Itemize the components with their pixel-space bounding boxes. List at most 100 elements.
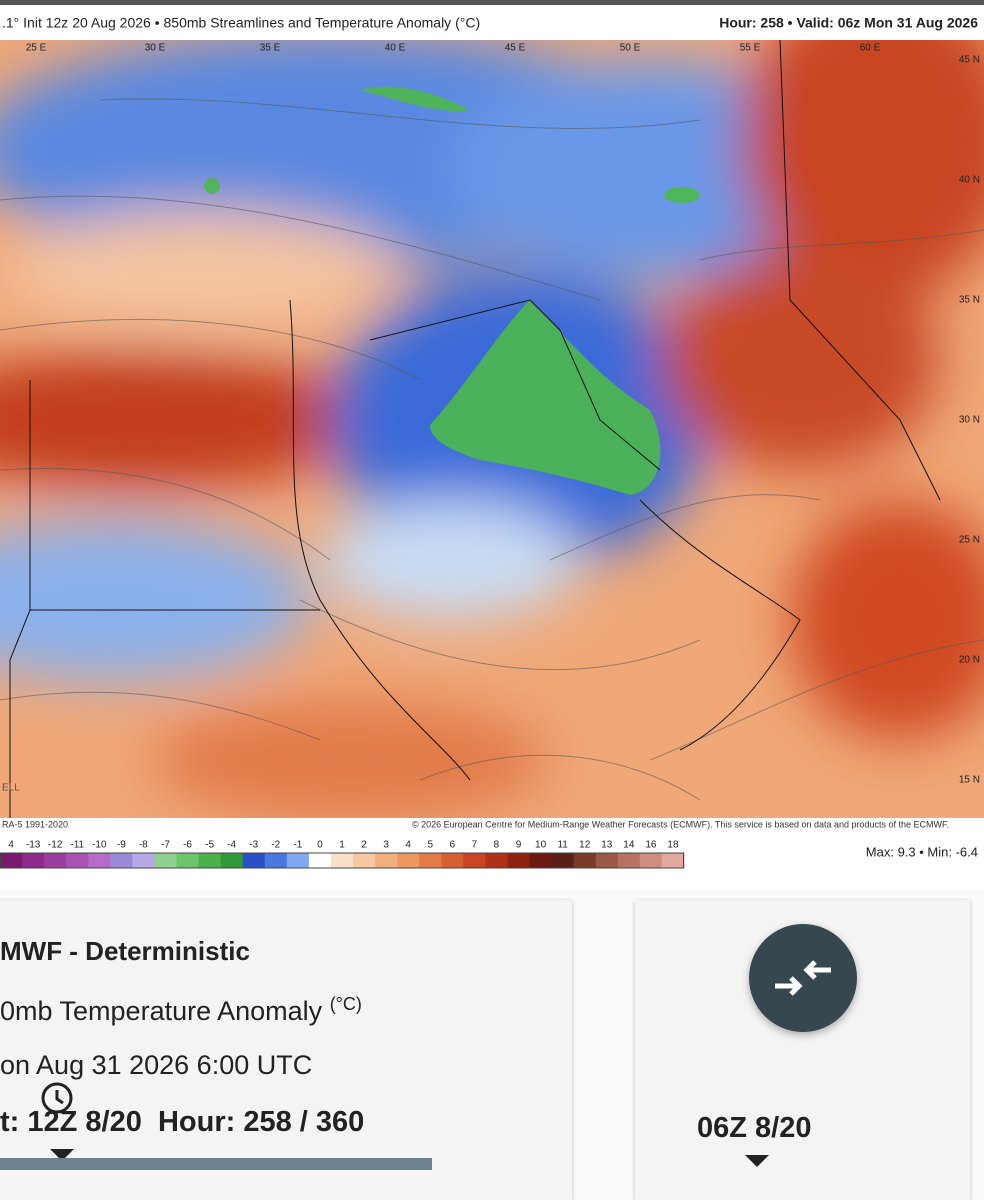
map-panel: .1° Init 12z 20 Aug 2026 • 850mb Streaml…	[0, 0, 984, 869]
colorbar-label: 8	[494, 840, 500, 851]
product: 0mb Temperature Anomaly (°C)	[0, 994, 362, 1027]
colorbar-swatch	[264, 853, 288, 868]
colorbar-swatch	[242, 853, 266, 868]
colorbar-swatch	[661, 853, 685, 868]
colorbar-label: -2	[271, 840, 280, 851]
colorbar-label: -13	[26, 840, 41, 851]
colorbar-swatch	[220, 853, 244, 868]
colorbar-label: 18	[667, 840, 679, 851]
colorbar-label: 12	[579, 840, 591, 851]
lon-label: 60 E	[860, 43, 881, 54]
lon-label: 35 E	[260, 43, 281, 54]
lat-label: 20 N	[959, 655, 980, 666]
info-card: MWF - Deterministic 0mb Temperature Anom…	[0, 900, 572, 1200]
colorbar-label: -1	[293, 840, 302, 851]
colorbar-label: -3	[249, 840, 258, 851]
map	[0, 40, 984, 818]
lat-label: 15 N	[959, 775, 980, 786]
colorbar-swatch	[441, 853, 464, 868]
lon-label: 30 E	[145, 43, 166, 54]
run: t: 12Z 8/20 Hour: 258 / 360	[0, 1106, 365, 1138]
colorbar-label: 7	[472, 840, 478, 851]
colorbar-label: 10	[535, 840, 547, 851]
lon-label: 45 E	[505, 43, 526, 54]
colorbar-swatch	[375, 853, 398, 868]
valid-time: on Aug 31 2026 6:00 UTC	[0, 1050, 313, 1080]
colorbar-label: 14	[623, 840, 635, 851]
lon-label: 25 E	[26, 43, 47, 54]
colorbar-swatch	[463, 853, 486, 868]
model-name: MWF - Deterministic	[0, 936, 250, 966]
dropdown-arrow[interactable]	[743, 1150, 773, 1170]
lat-label: 25 N	[959, 535, 980, 546]
colorbar-label: 16	[645, 840, 657, 851]
colorbar-swatch	[551, 853, 575, 868]
colorbar-swatch	[308, 853, 332, 868]
lon-label: 55 E	[740, 43, 761, 54]
colorbar-label: -8	[139, 840, 148, 851]
colorbar-label: -12	[48, 840, 63, 851]
colorbar-label: -4	[227, 840, 236, 851]
colorbar-swatch	[485, 853, 508, 868]
colorbar-swatch	[397, 853, 420, 868]
copyright: © 2026 European Centre for Medium-Range …	[412, 819, 949, 829]
unit: (°C)	[329, 994, 362, 1014]
compare-run: 06Z 8/20	[697, 1112, 812, 1144]
lon-label: 40 E	[385, 43, 406, 54]
colorbar-swatch	[419, 853, 442, 868]
colorbar-label: 2	[361, 840, 367, 851]
colorbar-swatch	[507, 853, 531, 868]
colorbar-swatch	[66, 853, 89, 868]
colorbar-swatch	[617, 853, 641, 868]
colorbar-swatch	[88, 853, 111, 868]
colorbar-swatch	[22, 853, 45, 868]
lat-label: 30 N	[959, 415, 980, 426]
colorbar-swatch	[330, 853, 354, 868]
clock-icon[interactable]	[40, 1081, 74, 1115]
progress-bar	[0, 1158, 432, 1170]
header-right: Hour: 258 • Valid: 06z Mon 31 Aug 2026	[719, 15, 978, 31]
lat-label: 35 N	[959, 295, 980, 306]
colorbar-label: 9	[516, 840, 522, 851]
colorbar-label: -9	[117, 840, 126, 851]
dropdown-arrow[interactable]	[48, 1144, 78, 1164]
colorbar-swatch	[639, 853, 663, 868]
colorbar-swatch	[198, 853, 222, 868]
lat-label: 40 N	[959, 175, 980, 186]
header-left: .1° Init 12z 20 Aug 2026 • 850mb Streaml…	[2, 15, 480, 31]
colorbar-label: -5	[205, 840, 214, 851]
colorbar-label: -6	[183, 840, 192, 851]
colorbar-label: 3	[383, 840, 389, 851]
top-bar	[0, 0, 984, 5]
colorbar-swatch	[154, 853, 178, 868]
colorbar-swatch	[44, 853, 67, 868]
compare-card: 06Z 8/20	[635, 900, 970, 1200]
colorbar-swatch	[595, 853, 619, 868]
colorbar-swatch	[353, 853, 376, 868]
compare-button[interactable]	[747, 922, 859, 1034]
colorbar-label: 13	[601, 840, 613, 851]
colorbar-label: 6	[450, 840, 456, 851]
colorbar-label: 4	[8, 840, 14, 851]
compare-run-row[interactable]: 06Z 8/20	[697, 1112, 811, 1178]
climatology: RA-5 1991-2020	[2, 819, 68, 829]
colorbar-label: -7	[161, 840, 170, 851]
colorbar-swatch	[0, 853, 23, 868]
colorbar-label: 5	[427, 840, 433, 851]
colorbar-label: 0	[317, 840, 323, 851]
colorbar-swatch	[176, 853, 200, 868]
product-name: 0mb Temperature Anomaly	[0, 996, 323, 1026]
logo: ELL	[2, 783, 20, 794]
extremes: Max: 9.3 • Min: -6.4	[866, 844, 978, 859]
run-row[interactable]: t: 12Z 8/20 Hour: 258 / 360	[0, 1106, 364, 1172]
colorbar-frame	[0, 852, 684, 869]
lat-label: 45 N	[959, 55, 980, 66]
colorbar-label: -11	[70, 840, 84, 851]
colorbar-label: 1	[339, 840, 345, 851]
colorbar-swatch	[573, 853, 597, 868]
colorbar-swatch	[286, 853, 310, 868]
lon-label: 50 E	[620, 43, 641, 54]
valid-row[interactable]: on Aug 31 2026 6:00 UTC	[0, 1050, 312, 1116]
colorbar-label: 4	[405, 840, 411, 851]
